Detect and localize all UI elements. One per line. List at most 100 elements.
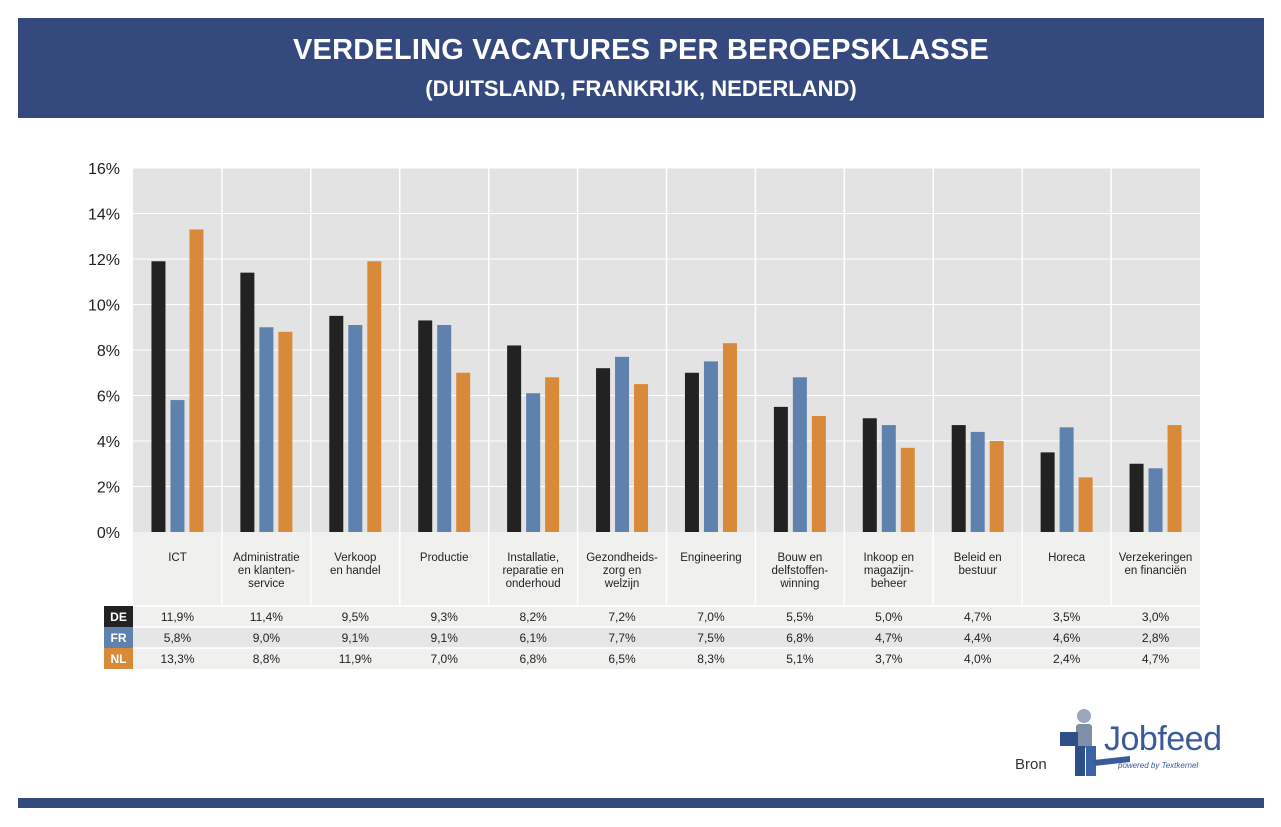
category-label: zorg en (603, 565, 641, 577)
y-tick-label: 16% (88, 161, 120, 178)
table-cell: 8,3% (697, 652, 725, 666)
table-cell: 7,2% (608, 610, 636, 624)
bar-nl (1167, 425, 1182, 532)
legend-key-fr (104, 627, 133, 648)
table-row (133, 648, 1200, 669)
bar-fr (437, 324, 452, 532)
logo-text: Jobfeed (1104, 720, 1222, 758)
table-cell: 7,5% (697, 631, 725, 645)
category-label: en financiën (1125, 565, 1187, 577)
y-tick-label: 4% (97, 434, 120, 451)
category-label: onderhoud (506, 578, 561, 590)
category-label: Horeca (1048, 552, 1086, 564)
logo-tagline: powered by Textkernel (1118, 761, 1199, 770)
bar-fr (348, 324, 363, 532)
bar-fr (881, 425, 896, 532)
table-cell: 11,9% (161, 610, 194, 624)
y-tick-label: 0% (97, 525, 120, 542)
table-cell: 4,7% (875, 631, 903, 645)
y-tick-label: 12% (88, 252, 120, 269)
bar-nl (456, 372, 471, 532)
table-cell: 5,5% (786, 610, 814, 624)
table-cell: 4,7% (964, 610, 992, 624)
category-label: welzijn (604, 578, 640, 590)
y-tick-label: 10% (88, 298, 120, 315)
bar-fr (1059, 427, 1074, 532)
table-cell: 9,0% (253, 631, 281, 645)
table-cell: 8,8% (253, 652, 281, 666)
table-row (133, 627, 1200, 648)
bar-fr (703, 361, 718, 532)
bar-de (329, 315, 344, 532)
table-cell: 8,2% (519, 610, 547, 624)
legend-label: FR (111, 631, 127, 645)
bar-de (951, 425, 966, 532)
table-cell: 5,8% (164, 631, 192, 645)
table-cell: 3,0% (1142, 610, 1170, 624)
bar-nl (722, 343, 737, 532)
category-label: Beleid en (954, 552, 1002, 564)
bar-nl (900, 447, 915, 532)
y-tick-label: 6% (97, 389, 120, 406)
source-label: Bron (1015, 756, 1047, 773)
bar-nl (367, 261, 382, 532)
y-tick-label: 8% (97, 343, 120, 360)
table-cell: 6,8% (519, 652, 547, 666)
bar-nl (278, 331, 293, 532)
category-label: winning (779, 578, 819, 590)
category-label: Installatie, (507, 552, 559, 564)
table-cell: 9,1% (431, 631, 459, 645)
bar-de (596, 368, 611, 532)
category-label: Verzekeringen (1119, 552, 1193, 564)
table-cell: 2,4% (1053, 652, 1081, 666)
table-cell: 4,7% (1142, 652, 1170, 666)
table-cell: 7,0% (697, 610, 725, 624)
bar-nl (545, 377, 560, 532)
category-label: reparatie en (502, 565, 563, 577)
category-label: delfstoffen- (772, 565, 829, 577)
category-label: bestuur (959, 565, 998, 577)
table-cell: 5,1% (786, 652, 814, 666)
bar-nl (811, 415, 826, 532)
bar-de (773, 406, 788, 532)
category-label: en klanten- (238, 565, 295, 577)
legend-key-nl (104, 648, 133, 669)
category-label: Bouw en (777, 552, 822, 564)
table-cell: 9,5% (342, 610, 370, 624)
category-label: beheer (871, 578, 907, 590)
bar-de (862, 418, 877, 532)
bar-fr (970, 431, 985, 532)
category-label: en handel (330, 565, 381, 577)
y-tick-label: 2% (97, 480, 120, 497)
table-cell: 7,0% (431, 652, 459, 666)
table-cell: 5,0% (875, 610, 903, 624)
table-row (133, 606, 1200, 627)
table-cell: 4,0% (964, 652, 992, 666)
legend-key-de (104, 606, 133, 627)
bar-fr (615, 356, 630, 532)
category-label: Verkoop (334, 552, 376, 564)
chart-title: VERDELING VACATURES PER BEROEPSKLASSE (293, 34, 989, 66)
category-label: Productie (420, 552, 469, 564)
table-cell: 3,5% (1053, 610, 1081, 624)
table-cell: 6,5% (608, 652, 636, 666)
category-label: service (248, 578, 284, 590)
footer-bar (18, 798, 1264, 808)
y-tick-label: 14% (88, 207, 120, 224)
table-cell: 11,4% (250, 610, 283, 624)
chart-subtitle: (DUITSLAND, FRANKRIJK, NEDERLAND) (425, 76, 857, 101)
bar-nl (189, 229, 204, 533)
bar-fr (170, 400, 185, 532)
bar-nl (634, 384, 649, 532)
bar-de (418, 320, 433, 532)
bar-de (507, 345, 522, 532)
bar-nl (989, 441, 1004, 532)
table-cell: 6,8% (786, 631, 814, 645)
table-cell: 7,7% (608, 631, 636, 645)
bar-fr (526, 393, 541, 532)
bar-de (240, 272, 255, 532)
category-label: Administratie (233, 552, 299, 564)
legend-label: NL (111, 652, 127, 666)
table-cell: 13,3% (160, 652, 194, 666)
